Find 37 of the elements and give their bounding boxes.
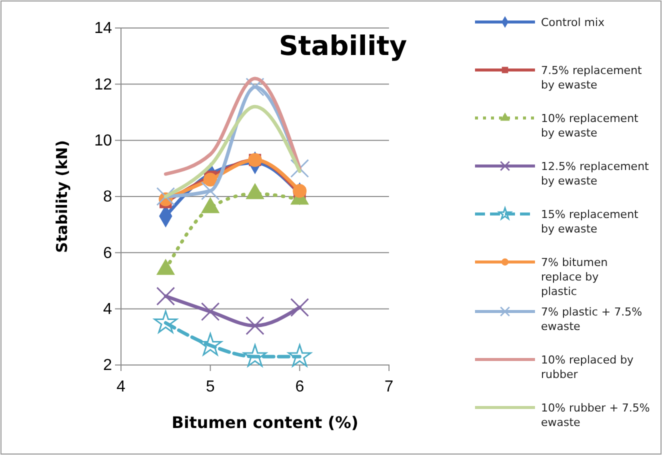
legend-label: 7% plastic + 7.5% ewaste [541, 306, 642, 333]
y-tick-label: 14 [94, 20, 112, 38]
legend-label: 10% replaced by rubber [541, 354, 634, 381]
point [154, 310, 178, 333]
point [246, 316, 264, 336]
x-tick-label: 6 [295, 378, 304, 396]
legend-label: Control mix [541, 16, 606, 29]
y-axis-title: Stability (kN) [53, 140, 71, 253]
y-tick-label: 2 [103, 357, 112, 374]
y-tick-label: 8 [103, 188, 112, 206]
point [156, 286, 176, 306]
x-axis-title: Bitumen content (%) [172, 413, 358, 432]
point [292, 184, 307, 198]
x-tick-label: 4 [116, 378, 126, 396]
point [246, 78, 264, 96]
legend-label: 7% bitumen replace by plastic [541, 256, 608, 298]
legend-label: 10% replacement by ewaste [541, 112, 640, 140]
point [198, 333, 222, 356]
legend-label: 12.5% replacement by ewaste [541, 160, 650, 188]
y-tick-label: 4 [103, 300, 112, 318]
line-series [164, 76, 302, 176]
point [200, 182, 220, 200]
point [156, 187, 176, 206]
point [290, 298, 310, 317]
legend-label: 15% replacement by ewaste [541, 208, 640, 236]
y-tick-label: 10 [94, 132, 112, 150]
point [203, 172, 218, 187]
y-tick-label: 6 [103, 244, 112, 262]
legend-label: 10% rubber + 7.5% ewaste [541, 402, 650, 429]
point [200, 302, 220, 321]
x-tick-label: 7 [384, 378, 394, 396]
point [288, 344, 312, 367]
x-tick-label: 5 [206, 378, 215, 396]
point [243, 344, 267, 367]
y-tick-label: 12 [94, 76, 112, 94]
chart-title: Stability [278, 31, 408, 62]
legend-label: 7.5% replacement by ewaste [541, 64, 643, 92]
